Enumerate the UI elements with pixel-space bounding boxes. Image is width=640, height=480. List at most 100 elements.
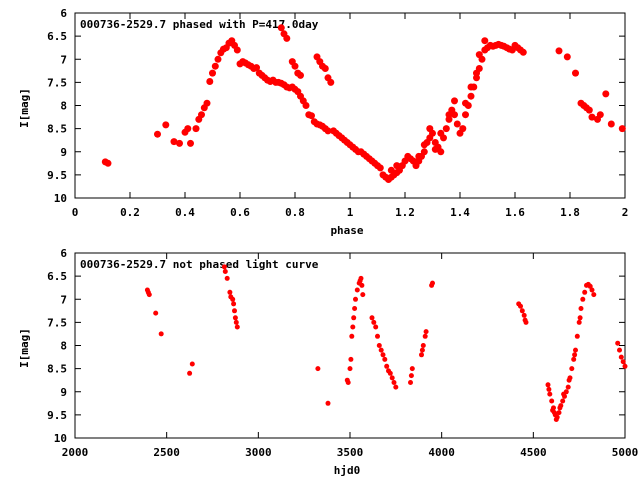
unphased-data-point [158,331,164,337]
unphased-data-point [393,384,399,390]
unphased-data-point [549,398,555,404]
phased-y-tick-label: 6 [60,7,67,20]
phased-y-tick-label: 10 [54,192,67,205]
phased-chart-title: 000736-2529.7 phased with P=417.0day [80,18,319,31]
phased-data-point [481,37,489,45]
phased-data-point [277,24,285,32]
phased-data-point [420,141,428,149]
phased-data-point [602,90,610,98]
unphased-data-point [349,333,355,339]
phased-x-tick-label: 1.6 [505,206,525,219]
phased-y-tick-label: 9 [60,146,67,159]
phased-x-tick-label: 0.4 [175,206,195,219]
unphased-data-point [369,315,375,321]
phased-x-tick-label: 0.8 [285,206,305,219]
phased-data-point [176,139,183,147]
phased-data-point [170,138,178,146]
phased-data-point [596,111,604,119]
unphased-data-point [422,333,428,339]
unphased-data-point [615,340,621,346]
unphased-data-point [189,361,195,367]
phased-data-point [291,62,299,70]
phased-data-point [420,148,428,156]
unphased-data-point [153,310,159,316]
unphased-data-point [521,312,527,318]
phased-data-point [209,69,216,77]
unphased-data-point [617,347,622,353]
unphased-data-point [348,356,354,362]
phased-data-point [453,120,461,128]
unphased-y-tick-label: 6.5 [47,270,67,283]
unphased-data-point [231,301,237,307]
unphased-panel: 000736-2529.7 not phased light curve hjd… [18,247,638,477]
phased-data-point [393,162,401,170]
phased-data-point [462,111,469,119]
phased-x-tick-label: 1.8 [560,206,580,219]
unphased-y-tick-label: 9.5 [47,409,67,422]
unphased-data-point [360,292,366,298]
phased-data-point [154,130,161,138]
phased-y-tick-label: 6.5 [47,30,67,43]
phased-data-point [467,83,475,91]
unphased-data-point [221,264,227,270]
phased-data-point [162,121,170,129]
unphased-data-point [618,354,624,360]
unphased-data-point [187,370,193,376]
phased-data-point [437,129,445,137]
unphased-data-point [572,352,578,358]
unphased-data-point [519,308,525,314]
unphased-data-point [569,366,575,372]
unphased-data-point [420,343,426,348]
unphased-data-point [353,296,358,302]
phased-data-point [437,148,445,156]
unphased-data-point [620,359,626,365]
unphased-data-point [565,384,571,390]
unphased-data-point [423,329,429,335]
phased-data-point [253,64,260,72]
unphased-data-point [587,283,593,289]
phased-data-point [214,55,222,63]
phased-data-point [308,112,315,120]
unphased-x-axis-label: hjd0 [334,464,361,477]
phased-y-tick-label: 7.5 [47,76,67,89]
unphased-x-tick-label: 4000 [428,446,455,459]
unphased-data-point [359,282,365,288]
phased-data-point [283,34,291,42]
unphased-x-tick-label: 3500 [337,446,364,459]
unphased-data-point [358,275,364,281]
unphased-data-point [551,410,557,416]
phased-data-point [451,97,458,105]
unphased-chart-title: 000736-2529.7 not phased light curve [80,258,319,271]
phased-data-point [618,125,626,133]
phased-axes: 0 0.2 0.4 0.6 0.8 1 1.2 1.4 1.6 1.8 2 6 6.5 7 7.5 8 8.5 9… [47,7,628,219]
phased-x-tick-label: 0.6 [230,206,250,219]
phased-data-point [467,92,475,100]
phased-y-axis-label: I[mag] [18,88,31,128]
unphased-data-point [577,315,583,321]
phased-x-tick-label: 0 [72,206,79,219]
unphased-data-point [387,370,393,376]
unphased-data-point [347,366,353,372]
phased-x-tick-label: 1 [347,206,354,219]
unphased-data-point [571,356,577,362]
phased-data-point [475,51,483,59]
phased-y-tick-label: 8.5 [47,123,67,136]
unphased-axes: 2000 2500 3000 3500 4000 4500 5000 6 6.5 7 7.5 8 8.5… [47,247,638,459]
unphased-x-tick-label: 2000 [62,446,89,459]
phased-data-point [462,99,469,107]
phased-data-point [184,125,192,133]
phased-data-point [327,78,335,86]
phased-data-point [473,69,480,77]
unphased-data-point [547,391,553,397]
unphased-data-point [227,289,233,295]
phased-data-point [321,65,329,72]
phased-data-point [572,69,579,77]
unphased-data-point [419,347,425,353]
unphased-x-tick-label: 5000 [612,446,639,459]
phased-y-tick-label: 7 [60,53,67,66]
unphased-x-tick-label: 4500 [520,446,547,459]
unphased-plot-frame [74,252,626,439]
unphased-y-tick-label: 6 [60,247,67,260]
unphased-data-point [574,333,580,339]
